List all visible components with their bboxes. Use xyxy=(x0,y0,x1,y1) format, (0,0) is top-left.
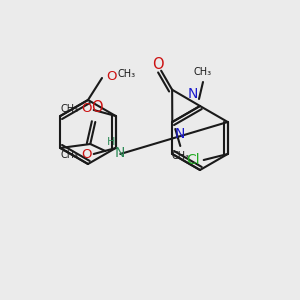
Text: H: H xyxy=(107,137,116,147)
Text: O: O xyxy=(81,148,92,161)
Text: N: N xyxy=(188,87,198,101)
Text: N: N xyxy=(174,127,185,141)
Text: CH₃: CH₃ xyxy=(61,150,79,160)
Text: O: O xyxy=(81,103,92,116)
Text: N: N xyxy=(114,146,125,160)
Text: O: O xyxy=(152,57,164,72)
Text: CH₃: CH₃ xyxy=(61,104,79,114)
Text: O: O xyxy=(106,70,116,83)
Text: CH₃: CH₃ xyxy=(171,151,189,161)
Text: Cl: Cl xyxy=(186,153,200,167)
Text: CH₃: CH₃ xyxy=(194,67,212,77)
Text: O: O xyxy=(92,100,103,115)
Text: CH₃: CH₃ xyxy=(118,69,136,79)
